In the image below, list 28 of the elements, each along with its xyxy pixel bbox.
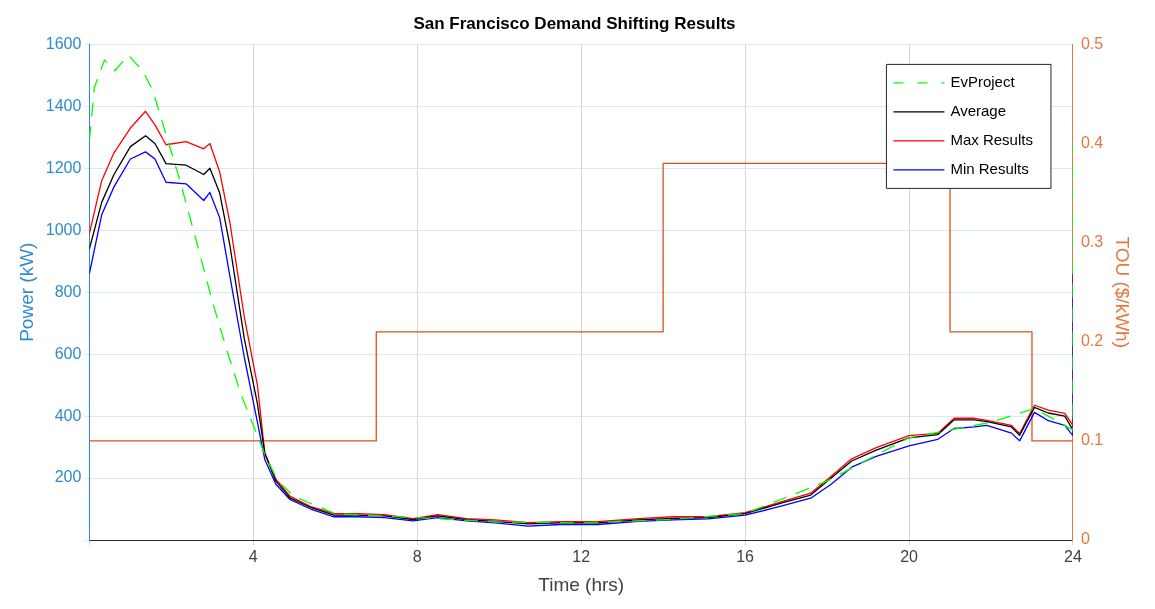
y2-tick-label: 0: [1080, 530, 1090, 548]
y-tick-label: 1200: [45, 158, 82, 176]
y2-tick-label: 0.5: [1080, 34, 1104, 52]
x-tick-label: 12: [572, 548, 591, 566]
x-tick-label: 24: [1064, 548, 1082, 566]
legend-label: Max Results: [950, 131, 1033, 149]
chart-title: San Francisco Demand Shifting Results: [413, 13, 736, 33]
y-tick-label: 200: [54, 468, 82, 486]
x-tick-label: 4: [248, 548, 258, 566]
y-tick-label: 1600: [45, 34, 82, 52]
y2-tick-label: 0.3: [1080, 233, 1104, 251]
x-tick-label: 8: [412, 548, 422, 566]
y-tick-label: 1400: [45, 96, 82, 114]
y2-tick-label: 0.2: [1080, 332, 1104, 350]
x-tick-label: 16: [736, 548, 755, 566]
y2-tick-label: 0.1: [1080, 431, 1104, 449]
y-tick-label: 600: [54, 344, 82, 362]
y-tick-label: 400: [54, 406, 82, 424]
y-axis-title: Power (kW): [15, 242, 37, 342]
x-axis-title: Time (hrs): [538, 573, 625, 595]
y2-tick-label: 0.4: [1080, 133, 1104, 151]
y2-axis-title: TOU ($/kWh): [1112, 236, 1134, 348]
legend-label: Average: [950, 102, 1007, 120]
legend-label: EvProject: [950, 73, 1016, 91]
legend-label: Min Results: [950, 160, 1029, 178]
y-tick-label: 1000: [45, 220, 82, 238]
x-tick-label: 20: [900, 548, 919, 566]
y-tick-label: 800: [54, 282, 82, 300]
